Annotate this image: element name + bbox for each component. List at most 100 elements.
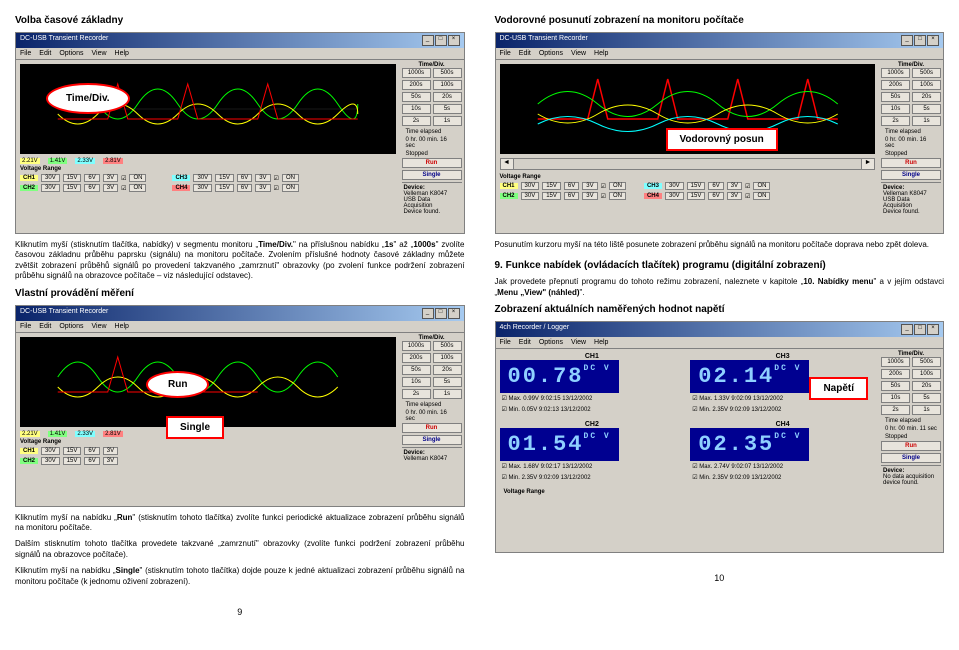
menu-view[interactable]: View — [91, 50, 106, 57]
volt-btn[interactable]: 6V — [564, 192, 579, 200]
time-btn[interactable]: 1s — [433, 116, 462, 126]
menu-options[interactable]: Options — [59, 323, 83, 330]
on-btn[interactable]: ON — [129, 184, 146, 192]
time-btn[interactable]: 200s — [402, 80, 431, 90]
volt-btn[interactable]: 3V — [727, 192, 742, 200]
on-btn[interactable]: ON — [282, 184, 299, 192]
time-btn[interactable]: 1s — [912, 116, 941, 126]
volt-btn[interactable]: 15V — [687, 182, 706, 190]
volt-btn[interactable]: 6V — [84, 174, 99, 182]
volt-btn[interactable]: 15V — [63, 447, 82, 455]
menu-help[interactable]: Help — [115, 50, 129, 57]
time-btn[interactable]: 100s — [433, 353, 462, 363]
time-btn[interactable]: 10s — [402, 377, 431, 387]
volt-btn[interactable]: 3V — [103, 457, 118, 465]
on-btn[interactable]: ON — [753, 192, 770, 200]
single-button[interactable]: Single — [881, 453, 941, 463]
volt-btn[interactable]: 3V — [103, 184, 118, 192]
time-btn[interactable]: 5s — [912, 104, 941, 114]
time-btn[interactable]: 20s — [912, 92, 941, 102]
volt-btn[interactable]: 3V — [255, 174, 270, 182]
time-btn[interactable]: 200s — [881, 369, 910, 379]
time-btn[interactable]: 1000s — [881, 68, 910, 78]
time-btn[interactable]: 2s — [402, 389, 431, 399]
close-icon[interactable]: × — [448, 35, 460, 46]
time-btn[interactable]: 20s — [433, 365, 462, 375]
time-btn[interactable]: 5s — [912, 393, 941, 403]
volt-btn[interactable]: 15V — [63, 184, 82, 192]
minimize-icon[interactable]: _ — [901, 35, 913, 46]
volt-btn[interactable]: 15V — [215, 184, 234, 192]
menu-view[interactable]: View — [91, 323, 106, 330]
time-btn[interactable]: 1s — [912, 405, 941, 415]
time-btn[interactable]: 500s — [433, 341, 462, 351]
volt-btn[interactable]: 6V — [237, 184, 252, 192]
menu-file[interactable]: File — [500, 339, 511, 346]
time-btn[interactable]: 10s — [881, 104, 910, 114]
time-btn[interactable]: 500s — [433, 68, 462, 78]
volt-btn[interactable]: 3V — [582, 192, 597, 200]
volt-btn[interactable]: 15V — [63, 457, 82, 465]
run-button[interactable]: Run — [402, 423, 462, 433]
time-btn[interactable]: 50s — [402, 92, 431, 102]
menu-file[interactable]: File — [20, 50, 31, 57]
single-button[interactable]: Single — [402, 435, 462, 445]
time-btn[interactable]: 1000s — [402, 341, 431, 351]
time-btn[interactable]: 500s — [912, 357, 941, 367]
close-icon[interactable]: × — [448, 308, 460, 319]
volt-btn[interactable]: 15V — [687, 192, 706, 200]
time-btn[interactable]: 200s — [402, 353, 431, 363]
time-btn[interactable]: 5s — [433, 104, 462, 114]
run-button[interactable]: Run — [881, 441, 941, 451]
volt-btn[interactable]: 3V — [582, 182, 597, 190]
volt-btn[interactable]: 15V — [542, 192, 561, 200]
maximize-icon[interactable]: □ — [435, 308, 447, 319]
menu-options[interactable]: Options — [539, 50, 563, 57]
time-btn[interactable]: 1s — [433, 389, 462, 399]
volt-btn[interactable]: 6V — [708, 182, 723, 190]
run-button[interactable]: Run — [402, 158, 462, 168]
volt-btn[interactable]: 6V — [708, 192, 723, 200]
time-btn[interactable]: 10s — [881, 393, 910, 403]
menu-edit[interactable]: Edit — [519, 50, 531, 57]
menu-view[interactable]: View — [571, 339, 586, 346]
single-button[interactable]: Single — [402, 170, 462, 180]
time-btn[interactable]: 1000s — [881, 357, 910, 367]
close-icon[interactable]: × — [927, 324, 939, 335]
volt-btn[interactable]: 30V — [41, 184, 60, 192]
maximize-icon[interactable]: □ — [435, 35, 447, 46]
single-button[interactable]: Single — [881, 170, 941, 180]
volt-btn[interactable]: 15V — [542, 182, 561, 190]
menu-edit[interactable]: Edit — [39, 50, 51, 57]
menu-edit[interactable]: Edit — [39, 323, 51, 330]
menu-edit[interactable]: Edit — [519, 339, 531, 346]
volt-btn[interactable]: 6V — [564, 182, 579, 190]
time-btn[interactable]: 100s — [912, 80, 941, 90]
time-btn[interactable]: 100s — [433, 80, 462, 90]
run-button[interactable]: Run — [881, 158, 941, 168]
volt-btn[interactable]: 6V — [84, 447, 99, 455]
time-btn[interactable]: 2s — [881, 116, 910, 126]
volt-btn[interactable]: 3V — [103, 447, 118, 455]
time-btn[interactable]: 10s — [402, 104, 431, 114]
volt-btn[interactable]: 6V — [84, 457, 99, 465]
menu-options[interactable]: Options — [539, 339, 563, 346]
menu-view[interactable]: View — [571, 50, 586, 57]
menu-help[interactable]: Help — [594, 50, 608, 57]
volt-btn[interactable]: 3V — [727, 182, 742, 190]
on-btn[interactable]: ON — [129, 174, 146, 182]
volt-btn[interactable]: 30V — [521, 192, 540, 200]
maximize-icon[interactable]: □ — [914, 324, 926, 335]
volt-btn[interactable]: 15V — [215, 174, 234, 182]
volt-btn[interactable]: 30V — [665, 192, 684, 200]
volt-btn[interactable]: 15V — [63, 174, 82, 182]
time-btn[interactable]: 5s — [433, 377, 462, 387]
volt-btn[interactable]: 30V — [193, 174, 212, 182]
on-btn[interactable]: ON — [282, 174, 299, 182]
on-btn[interactable]: ON — [609, 192, 626, 200]
horizontal-scrollbar[interactable]: ◄ ► — [500, 158, 876, 170]
volt-btn[interactable]: 30V — [521, 182, 540, 190]
maximize-icon[interactable]: □ — [914, 35, 926, 46]
time-btn[interactable]: 20s — [433, 92, 462, 102]
minimize-icon[interactable]: _ — [422, 308, 434, 319]
